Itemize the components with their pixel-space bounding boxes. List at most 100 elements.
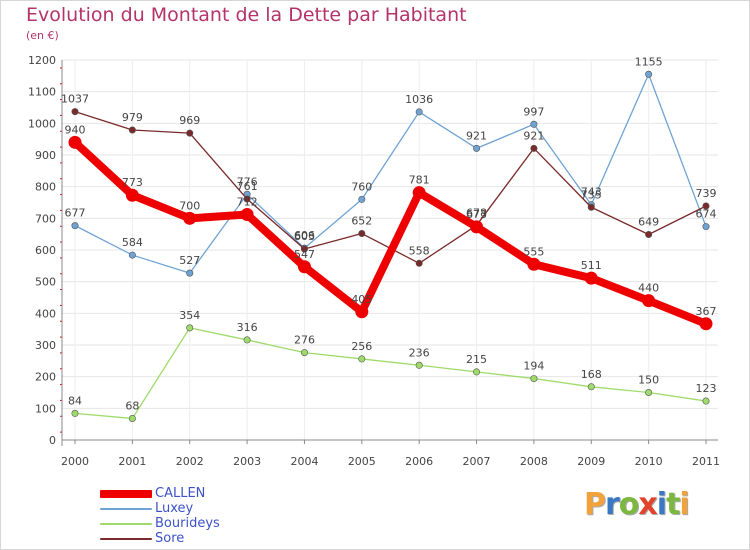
data-label-sore-2006: 558 xyxy=(409,244,430,257)
legend-label-luxey: Luxey xyxy=(155,501,194,516)
data-point-bourideys-2003 xyxy=(243,336,251,344)
legend-swatch-luxey xyxy=(100,508,152,510)
data-point-callen-2006 xyxy=(412,186,426,200)
data-label-bourideys-2001: 68 xyxy=(125,399,139,412)
data-label-callen-2001: 773 xyxy=(122,176,143,189)
data-label-bourideys-2010: 150 xyxy=(638,374,659,387)
data-label-sore-2010: 649 xyxy=(638,215,659,228)
y-tick-label-1200: 1200 xyxy=(28,54,56,67)
data-label-callen-2006: 781 xyxy=(409,174,430,187)
x-tick-label-2003: 2003 xyxy=(233,455,261,468)
data-point-bourideys-2002 xyxy=(186,324,194,332)
y-tick-label-0: 0 xyxy=(49,434,56,447)
series-line-sore xyxy=(74,110,707,264)
data-label-bourideys-2011: 123 xyxy=(696,382,717,395)
y-tick-label-1100: 1100 xyxy=(28,86,56,99)
x-tick-label-2008: 2008 xyxy=(520,455,548,468)
data-label-bourideys-2009: 168 xyxy=(581,368,602,381)
data-label-callen-2007: 673 xyxy=(466,208,487,221)
data-label-bourideys-2004: 276 xyxy=(294,334,315,347)
data-label-luxey-2010: 1155 xyxy=(635,55,663,68)
data-point-sore-2010 xyxy=(645,230,653,238)
data-point-luxey-2010 xyxy=(645,70,653,78)
y-tick-label-700: 700 xyxy=(35,212,56,225)
data-label-luxey-2001: 584 xyxy=(122,236,143,249)
data-point-bourideys-2011 xyxy=(702,397,710,405)
data-label-luxey-2005: 760 xyxy=(351,180,372,193)
series-line-callen xyxy=(71,138,710,328)
y-tick-label-800: 800 xyxy=(35,181,56,194)
x-tick-label-2006: 2006 xyxy=(405,455,433,468)
y-tick-label-300: 300 xyxy=(35,339,56,352)
data-label-callen-2003: 712 xyxy=(237,196,258,209)
data-label-luxey-2006: 1036 xyxy=(405,93,433,106)
legend-swatch-sore xyxy=(100,538,152,540)
data-point-luxey-2008 xyxy=(530,120,538,128)
y-tick-label-600: 600 xyxy=(35,244,56,257)
data-point-bourideys-2010 xyxy=(645,388,653,396)
data-point-sore-2005 xyxy=(358,230,366,238)
x-tick-label-2007: 2007 xyxy=(463,455,491,468)
data-label-callen-2005: 405 xyxy=(351,293,372,306)
data-label-sore-2004: 603 xyxy=(294,230,315,243)
data-label-luxey-2009: 743 xyxy=(581,186,602,199)
data-label-bourideys-2008: 194 xyxy=(523,360,544,373)
data-label-callen-2011: 367 xyxy=(696,305,717,318)
y-tick-label-1000: 1000 xyxy=(28,117,56,130)
data-label-sore-2002: 969 xyxy=(179,114,200,127)
data-point-callen-2007 xyxy=(470,220,484,234)
data-point-luxey-2007 xyxy=(473,144,481,152)
data-label-bourideys-2002: 354 xyxy=(179,309,200,322)
data-label-luxey-2000: 677 xyxy=(65,207,86,220)
data-label-callen-2004: 547 xyxy=(294,248,315,261)
data-point-sore-2004 xyxy=(300,245,308,253)
data-label-sore-2001: 979 xyxy=(122,111,143,124)
data-point-bourideys-2000 xyxy=(71,409,79,417)
data-label-luxey-2004: 606 xyxy=(294,229,315,242)
data-point-luxey-2005 xyxy=(358,195,366,203)
data-label-sore-2007: 678 xyxy=(466,206,487,219)
data-point-luxey-2006 xyxy=(415,108,423,116)
data-label-luxey-2007: 921 xyxy=(466,129,487,142)
logo-letter: i xyxy=(656,487,667,522)
data-label-callen-2009: 511 xyxy=(581,259,602,272)
logo-letter: x xyxy=(638,487,657,522)
data-point-sore-2008 xyxy=(530,144,538,152)
data-point-callen-2010 xyxy=(642,294,656,308)
data-point-sore-2003 xyxy=(243,195,251,203)
data-point-bourideys-2004 xyxy=(300,349,308,357)
legend-label-sore: Sore xyxy=(155,531,185,546)
legend-swatch-callen xyxy=(100,490,152,498)
y-tick-label-100: 100 xyxy=(35,402,56,415)
data-point-sore-2000 xyxy=(71,108,79,116)
data-label-luxey-2003: 776 xyxy=(237,175,258,188)
x-tick-label-2009: 2009 xyxy=(577,455,605,468)
data-point-callen-2003 xyxy=(240,208,254,222)
legend-label-callen: CALLEN xyxy=(155,486,206,501)
data-point-callen-2000 xyxy=(68,135,82,149)
data-point-callen-2008 xyxy=(527,257,541,271)
data-point-callen-2004 xyxy=(297,260,311,274)
data-point-callen-2005 xyxy=(355,305,369,319)
data-label-bourideys-2006: 236 xyxy=(409,346,430,359)
x-tick-label-2000: 2000 xyxy=(61,455,89,468)
data-point-luxey-2011 xyxy=(702,223,710,231)
data-point-bourideys-2008 xyxy=(530,375,538,383)
data-label-sore-2008: 921 xyxy=(523,129,544,142)
x-tick-label-2010: 2010 xyxy=(635,455,663,468)
data-label-luxey-2011: 674 xyxy=(696,208,717,221)
data-point-callen-2002 xyxy=(183,211,197,225)
series-line-luxey xyxy=(74,73,707,274)
data-point-callen-2001 xyxy=(125,188,139,202)
data-point-sore-2001 xyxy=(128,126,136,134)
series-line-bourideys xyxy=(74,327,707,420)
logo-letter: i xyxy=(679,487,689,522)
logo-letter: r xyxy=(605,487,620,522)
data-point-bourideys-2007 xyxy=(473,368,481,376)
data-label-bourideys-2007: 215 xyxy=(466,353,487,366)
y-tick-label-400: 400 xyxy=(35,307,56,320)
data-label-callen-2010: 440 xyxy=(638,282,659,295)
chart-title: Evolution du Montant de la Dette par Hab… xyxy=(26,4,467,26)
data-point-callen-2009 xyxy=(584,271,598,285)
data-point-sore-2006 xyxy=(415,259,423,267)
